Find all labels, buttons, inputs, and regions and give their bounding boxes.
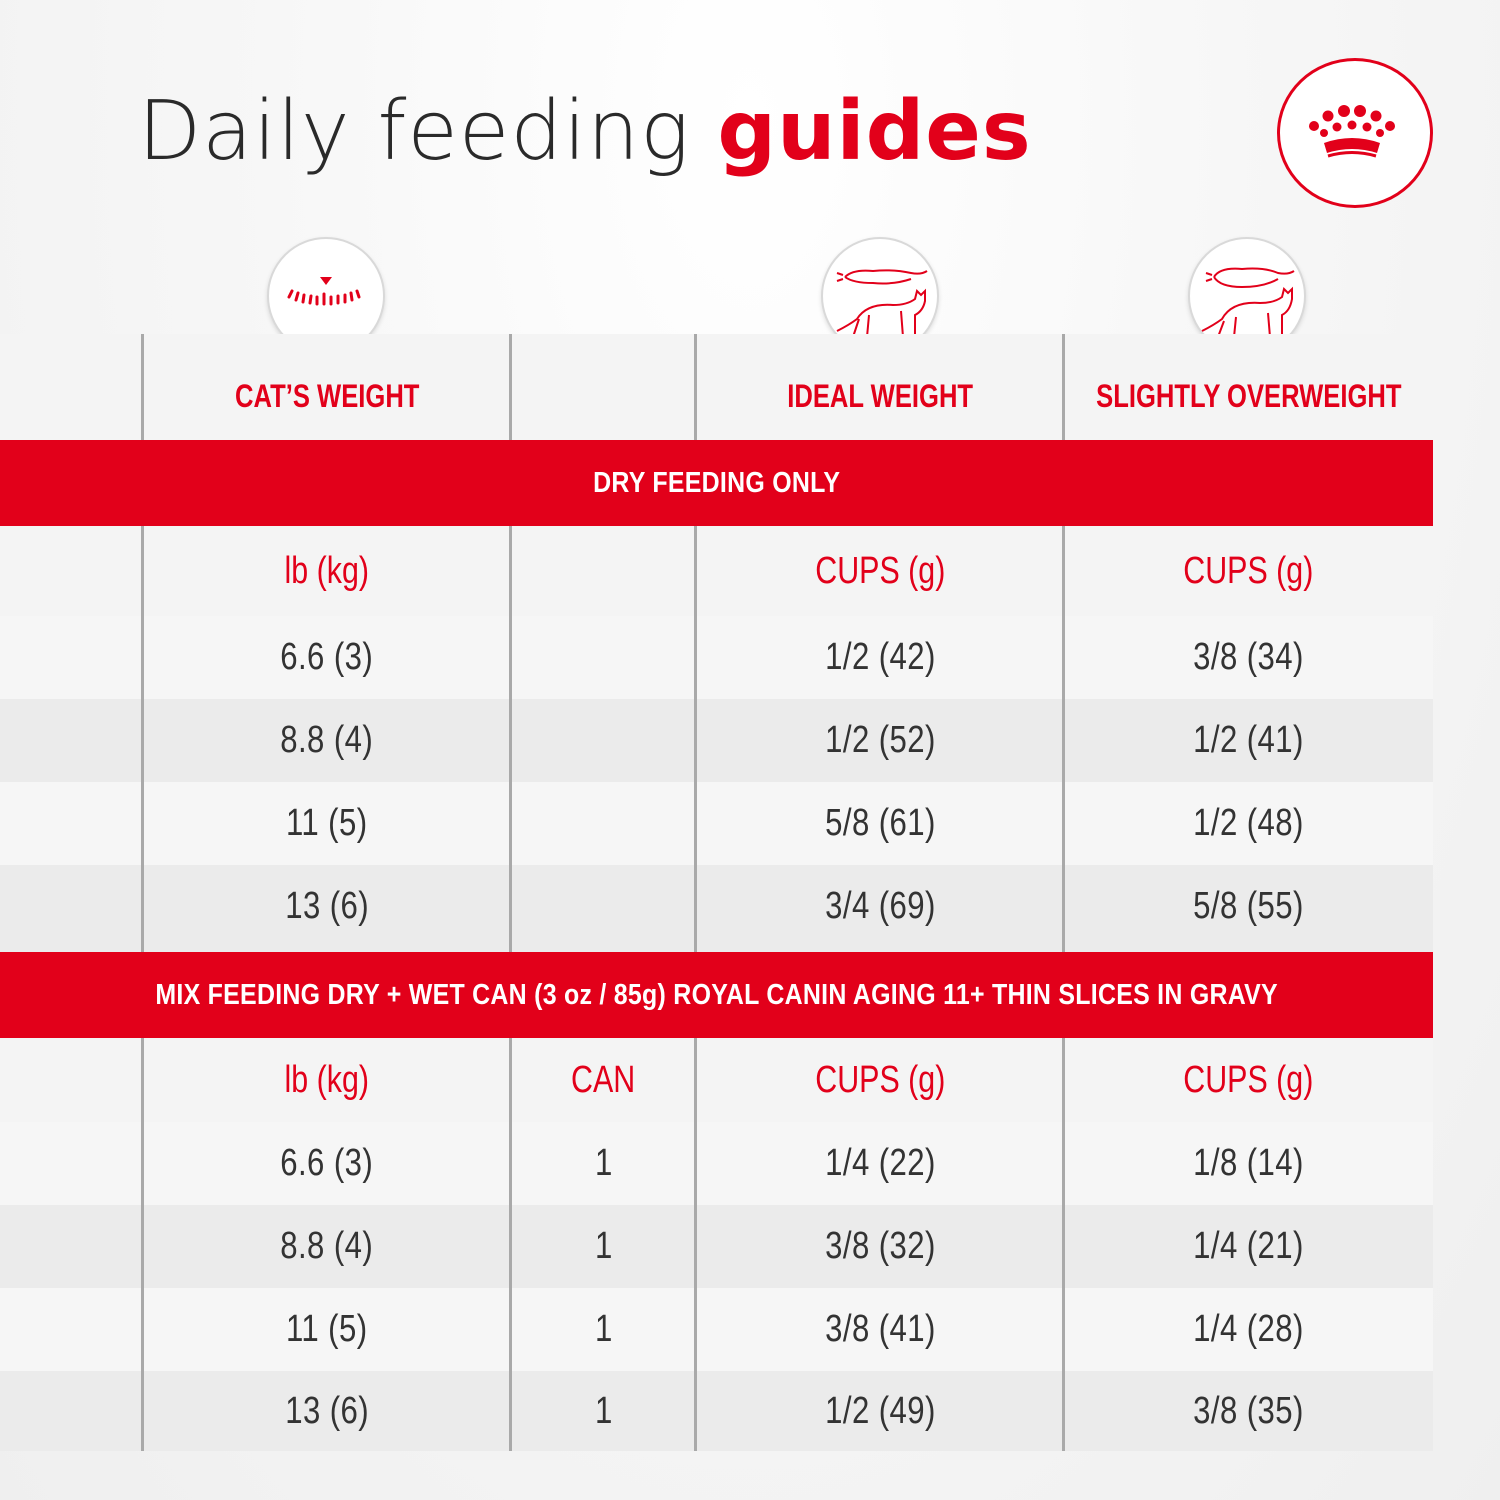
dry-unit-overweight: CUPS (g) [1183, 549, 1314, 592]
dry-unit-ideal: CUPS (g) [814, 549, 946, 592]
mix-unit-row [0, 1038, 1433, 1122]
column-divider [509, 1038, 512, 1451]
column-divider [141, 1038, 144, 1451]
dry-weight-cell: 8.8 (4) [280, 719, 374, 761]
dry-overweight-cell: 5/8 (55) [1193, 885, 1304, 927]
mix-unit-overweight: CUPS (g) [1183, 1058, 1314, 1101]
mix-unit-ideal: CUPS (g) [814, 1058, 946, 1101]
column-divider [509, 526, 512, 952]
mix-weight-cell: 6.6 (3) [280, 1142, 374, 1184]
mix-can-cell: 1 [594, 1389, 613, 1432]
mix-overweight-cell: 1/8 (14) [1193, 1142, 1304, 1184]
dry-weight-cell: 13 (6) [285, 885, 369, 927]
mix-overweight-cell: 1/4 (28) [1193, 1308, 1304, 1350]
column-header-row [0, 334, 1433, 440]
table-row [0, 616, 1433, 699]
dry-ideal-cell: 5/8 (61) [824, 802, 936, 844]
column-divider [141, 334, 144, 440]
dry-ideal-cell: 1/2 (52) [824, 719, 936, 761]
dry-weight-cell: 11 (5) [286, 802, 368, 844]
table-row [0, 1205, 1433, 1288]
mix-ideal-cell: 3/8 (41) [824, 1308, 936, 1350]
table-row [0, 1288, 1433, 1371]
mix-overweight-cell: 3/8 (35) [1193, 1389, 1304, 1432]
dry-unit-row [0, 526, 1433, 616]
column-divider [1062, 334, 1065, 440]
column-divider [1062, 526, 1065, 952]
feeding-table: CAT’S WEIGHT IDEAL WEIGHT SLIGHTLY OVERW… [0, 334, 1433, 1451]
title-light: Daily feeding [138, 84, 691, 179]
table-row [0, 782, 1433, 865]
title-bold: guides [717, 84, 1032, 179]
mix-weight-cell: 11 (5) [286, 1308, 368, 1350]
mix-weight-cell: 13 (6) [285, 1389, 369, 1432]
dry-ideal-cell: 1/2 (42) [824, 636, 936, 678]
mix-unit-can: CAN [571, 1058, 636, 1101]
crown-logo-icon [1277, 58, 1433, 208]
column-divider [141, 526, 144, 952]
dry-ideal-cell: 3/4 (69) [824, 885, 936, 927]
column-divider [1062, 1038, 1065, 1451]
table-row [0, 699, 1433, 782]
dry-overweight-cell: 3/8 (34) [1193, 636, 1304, 678]
mix-feeding-band: MIX FEEDING DRY + WET CAN (3 oz / 85g) R… [0, 952, 1433, 1038]
table-row [0, 865, 1433, 952]
table-row [0, 1122, 1433, 1205]
page-title: Daily feeding guides [138, 82, 1032, 182]
mix-ideal-cell: 1/2 (49) [824, 1389, 936, 1432]
mix-can-cell: 1 [594, 1142, 613, 1184]
mix-overweight-cell: 1/4 (21) [1193, 1225, 1304, 1267]
column-divider [694, 334, 697, 440]
mix-weight-cell: 8.8 (4) [280, 1225, 374, 1267]
mix-can-cell: 1 [594, 1308, 613, 1350]
column-divider [694, 1038, 697, 1451]
table-row [0, 1371, 1433, 1451]
mix-ideal-cell: 1/4 (22) [824, 1142, 936, 1184]
column-divider [694, 526, 697, 952]
dry-unit-weight: lb (kg) [284, 549, 370, 592]
mix-can-cell: 1 [594, 1225, 613, 1267]
mix-unit-weight: lb (kg) [284, 1058, 370, 1101]
dry-weight-cell: 6.6 (3) [280, 636, 374, 678]
dry-overweight-cell: 1/2 (48) [1193, 802, 1304, 844]
mix-ideal-cell: 3/8 (32) [824, 1225, 936, 1267]
dry-overweight-cell: 1/2 (41) [1193, 719, 1304, 761]
column-header-slightly-overweight: SLIGHTLY OVERWEIGHT [1095, 377, 1402, 414]
column-divider [509, 334, 512, 440]
column-header-cats-weight: CAT’S WEIGHT [234, 377, 420, 414]
dry-feeding-band: DRY FEEDING ONLY [0, 440, 1433, 526]
column-header-ideal-weight: IDEAL WEIGHT [787, 377, 973, 414]
